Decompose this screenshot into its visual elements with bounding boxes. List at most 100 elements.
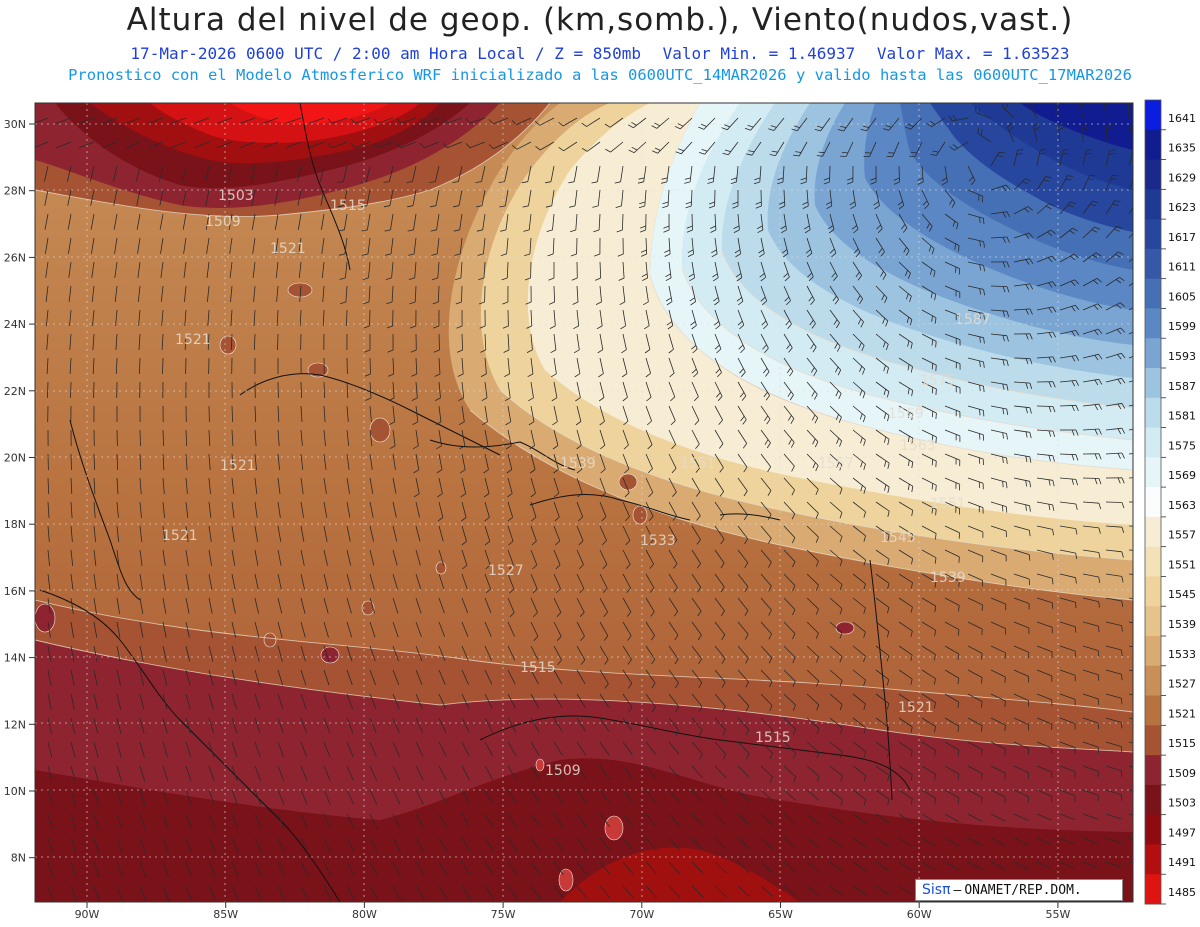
wind-barb-feather [979, 312, 985, 320]
wind-barb-feather [931, 363, 937, 372]
wind-barb [208, 549, 212, 566]
wind-barb [139, 885, 147, 902]
wind-barb [346, 741, 354, 757]
wind-barb-feather [777, 177, 784, 185]
wind-barb [576, 525, 584, 541]
wind-barb-feather [1002, 432, 1008, 440]
wind-barb [714, 717, 726, 731]
wind-barb [806, 597, 819, 610]
wind-barb-feather [1048, 281, 1057, 288]
wind-barb-feather [696, 563, 701, 569]
wind-barb [645, 285, 649, 302]
wind-barb [139, 861, 146, 878]
wind-barb-feather [628, 121, 637, 129]
wind-barb [990, 597, 1006, 605]
wind-barb-feather [934, 557, 937, 564]
wind-barb-feather [1025, 283, 1034, 290]
wind-barb [231, 789, 238, 806]
wind-barb [829, 813, 843, 825]
wind-barb [921, 357, 937, 366]
wind-barb [691, 261, 695, 278]
wind-barb [185, 693, 191, 710]
wind-barb [760, 333, 769, 349]
wind-barb [116, 885, 123, 902]
wind-barb [438, 693, 446, 709]
wind-barb [1128, 404, 1133, 407]
wind-barb-feather [693, 396, 699, 402]
wind-barb [93, 453, 95, 471]
wind-barb [274, 213, 279, 230]
wind-barb-feather [649, 563, 654, 569]
wind-barb [898, 453, 914, 463]
wind-barb-feather [720, 538, 725, 545]
wind-barb-feather [931, 483, 937, 492]
wind-barb [691, 813, 704, 826]
wind-barb-feather [930, 150, 939, 156]
wind-barb [115, 357, 118, 375]
wind-barb [599, 501, 607, 517]
wind-barb-feather [363, 325, 370, 329]
wind-barb [114, 285, 118, 302]
wind-barb-feather [628, 706, 633, 713]
wind-barb-feather [407, 205, 414, 208]
wind-barb [461, 645, 469, 661]
wind-barb-feather [849, 201, 856, 210]
wind-barb [1059, 573, 1076, 579]
wind-barb-feather [769, 150, 778, 156]
wind-barb [599, 669, 609, 684]
wind-barb-feather [568, 181, 575, 184]
wind-barb [714, 693, 726, 707]
wind-barb-feather [910, 702, 913, 709]
wind-barb [866, 117, 877, 132]
wind-barb-feather [769, 681, 773, 688]
wind-barb [691, 381, 699, 397]
wind-barb-feather [762, 344, 769, 353]
wind-barb [392, 429, 396, 446]
wind-barb [285, 141, 302, 149]
wind-barb-feather [638, 201, 646, 209]
wind-barb [276, 309, 279, 327]
wind-barb-feather [1048, 406, 1056, 413]
wind-barb [760, 429, 771, 444]
wind-barb [46, 333, 49, 351]
wind-barb [392, 621, 399, 638]
wind-barb [921, 333, 937, 342]
wind-barb-feather [533, 636, 539, 642]
wind-barb [484, 645, 492, 661]
wind-barb [435, 189, 440, 206]
wind-barb-feather [887, 799, 890, 806]
contour-label: 1521 [162, 528, 198, 544]
wind-barb [737, 549, 749, 563]
wind-barb [45, 261, 49, 278]
wind-barb [737, 789, 750, 802]
wind-barb-feather [1098, 626, 1100, 633]
wind-barb-feather [958, 556, 960, 563]
wind-barb [645, 789, 657, 803]
wind-barb [1036, 693, 1053, 701]
wind-barb [622, 645, 632, 660]
wind-barb [898, 861, 913, 871]
wind-barb-feather [753, 177, 761, 185]
wind-barb [185, 597, 190, 614]
wind-barb [323, 645, 330, 662]
wind-barb-feather [791, 537, 796, 544]
wind-barb [183, 261, 187, 278]
wind-barb [277, 621, 283, 638]
wind-barb-feather [669, 372, 675, 378]
wind-barb [597, 189, 601, 206]
wind-barb-feather [500, 253, 507, 256]
min-value: Valor Min. = 1.46937 [662, 44, 856, 63]
wind-barb-feather [509, 612, 515, 618]
wind-barb [657, 141, 670, 154]
lat-label: 28N [4, 185, 26, 198]
wind-barb [323, 453, 327, 470]
wind-barb [760, 381, 770, 396]
model-info-line: Pronostico con el Modelo Atmosferico WRF… [68, 66, 1132, 84]
wind-barb [208, 693, 214, 710]
wind-barb [323, 405, 326, 423]
wind-barb [70, 621, 74, 638]
wind-barb [944, 333, 961, 340]
colorbar-label: 1485 [1168, 886, 1196, 899]
wind-barb [944, 573, 960, 582]
